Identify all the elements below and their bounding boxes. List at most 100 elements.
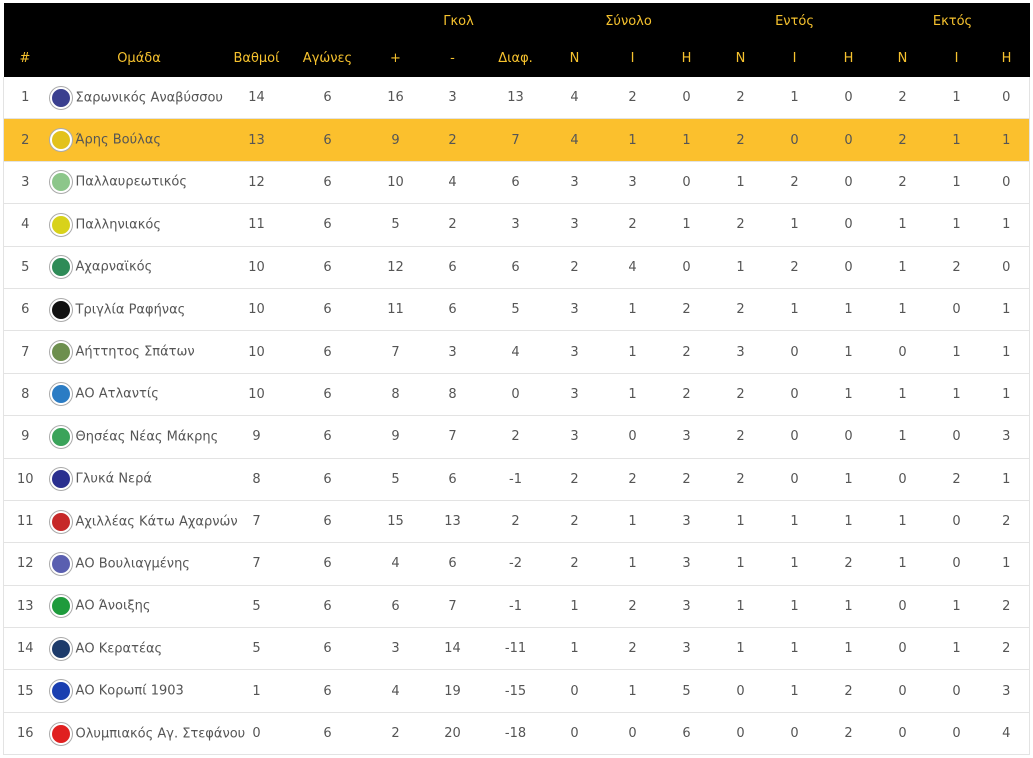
team-cell[interactable]: Άρης Βούλας	[46, 118, 232, 162]
table-row[interactable]: 14 ΑΟ Κερατέας 5 6 3 14 -11 1 2 3 1 1 1 0 1 2	[3, 627, 1031, 671]
position-cell: 16	[3, 712, 47, 756]
home-draws-cell: 1	[767, 669, 822, 713]
team-name[interactable]: ΑΟ Κορωπί 1903	[75, 683, 184, 699]
column-header-away-wins[interactable]: Ν	[875, 40, 930, 77]
team-cell[interactable]: Παλλαυρεωτικός	[46, 161, 232, 205]
column-header-played[interactable]: Αγώνες	[281, 40, 374, 77]
home-losses-cell: 1	[821, 330, 876, 374]
table-row[interactable]: 2 Άρης Βούλας 13 6 9 2 7 4 1 1 2 0 0 2 1 1	[3, 118, 1031, 162]
column-header-home-wins[interactable]: Ν	[713, 40, 768, 77]
table-row[interactable]: 12 ΑΟ Βουλιαγμένης 7 6 4 6 -2 2 1 3 1 1 2 1 0 1	[3, 542, 1031, 586]
total-draws-cell: 1	[605, 288, 660, 332]
table-row[interactable]: 8 ΑΟ Ατλαντίς 10 6 8 8 0 3 1 2 2 0 1 1 1 1	[3, 373, 1031, 417]
team-cell[interactable]: Γλυκά Νερά	[46, 458, 232, 501]
table-row[interactable]: 1 Σαρωνικός Αναβύσσου 14 6 16 3 13 4 2 0 2 1 0 2 1 0	[3, 77, 1031, 120]
team-name[interactable]: Σαρωνικός Αναβύσσου	[75, 90, 223, 106]
team-cell[interactable]: ΑΟ Ατλαντίς	[46, 373, 232, 417]
away-wins-cell: 0	[875, 330, 930, 374]
column-header-points[interactable]: Βαθμοί	[231, 40, 282, 77]
goal-diff-cell: 0	[487, 373, 544, 417]
column-header-team[interactable]: Ομάδα	[46, 40, 232, 77]
position-cell: 3	[3, 161, 47, 205]
team-cell[interactable]: Θησέας Νέας Μάκρης	[46, 415, 232, 459]
home-wins-cell: 2	[713, 288, 768, 332]
team-cell[interactable]: ΑΟ Άνοιξης	[46, 585, 232, 629]
team-cell[interactable]: Παλληνιακός	[46, 203, 232, 247]
team-name[interactable]: Αχαρναϊκός	[75, 259, 153, 275]
away-draws-cell: 1	[929, 627, 984, 671]
table-row[interactable]: 4 Παλληνιακός 11 6 5 2 3 3 2 1 2 1 0 1 1 1	[3, 203, 1031, 247]
team-cell[interactable]: Αχαρναϊκός	[46, 246, 232, 289]
total-losses-cell: 1	[659, 203, 714, 247]
away-draws-cell: 1	[929, 330, 984, 374]
team-name[interactable]: Αχιλλέας Κάτω Αχαρνών	[75, 514, 238, 530]
away-draws-cell: 1	[929, 118, 984, 162]
team-name[interactable]: ΑΟ Άνοιξης	[75, 598, 151, 614]
away-wins-cell: 1	[875, 542, 930, 586]
column-header-home-losses[interactable]: Η	[821, 40, 876, 77]
home-wins-cell: 1	[713, 542, 768, 586]
column-header-total-wins[interactable]: Ν	[543, 40, 606, 77]
goals-for-cell: 6	[373, 585, 418, 629]
goals-for-cell: 9	[373, 415, 418, 459]
column-header-total-losses[interactable]: Η	[659, 40, 714, 77]
column-header-goal-diff[interactable]: Διαφ.	[487, 40, 544, 77]
table-row[interactable]: 5 Αχαρναϊκός 10 6 12 6 6 2 4 0 1 2 0 1 2 0	[3, 246, 1031, 289]
column-header-away-draws[interactable]: Ι	[929, 40, 984, 77]
column-header-home-draws[interactable]: Ι	[767, 40, 822, 77]
column-header-total-draws[interactable]: Ι	[605, 40, 660, 77]
table-row[interactable]: 3 Παλλαυρεωτικός 12 6 10 4 6 3 3 0 1 2 0 2 1 0	[3, 161, 1031, 205]
team-name[interactable]: ΑΟ Κερατέας	[75, 641, 163, 657]
team-name[interactable]: Άρης Βούλας	[75, 132, 162, 148]
team-name[interactable]: Αήττητος Σπάτων	[75, 344, 195, 360]
table-row[interactable]: 9 Θησέας Νέας Μάκρης 9 6 9 7 2 3 0 3 2 0 0 1 0 3	[3, 415, 1031, 459]
team-name[interactable]: Ολυμπιακός Αγ. Στεφάνου	[75, 726, 246, 742]
table-row[interactable]: 13 ΑΟ Άνοιξης 5 6 6 7 -1 1 2 3 1 1 1 0 1 2	[3, 585, 1031, 629]
table-row[interactable]: 10 Γλυκά Νερά 8 6 5 6 -1 2 2 2 2 0 1 0 2 1	[3, 458, 1031, 501]
column-header-position[interactable]: #	[3, 40, 47, 77]
played-cell: 6	[281, 288, 374, 332]
points-cell: 5	[231, 585, 282, 629]
total-draws-cell: 1	[605, 373, 660, 417]
played-cell: 6	[281, 246, 374, 289]
column-header-away-losses[interactable]: Η	[983, 40, 1030, 77]
team-logo-icon	[49, 341, 72, 364]
table-row[interactable]: 7 Αήττητος Σπάτων 10 6 7 3 4 3 1 2 3 0 1 0 1 1	[3, 330, 1031, 374]
team-cell[interactable]: Ολυμπιακός Αγ. Στεφάνου	[46, 712, 245, 756]
team-name[interactable]: Θησέας Νέας Μάκρης	[75, 429, 219, 445]
column-header-goals-for[interactable]: +	[373, 40, 418, 77]
away-wins-cell: 1	[875, 415, 930, 459]
team-cell[interactable]: ΑΟ Κορωπί 1903	[46, 669, 232, 713]
table-row[interactable]: 6 Τριγλία Ραφήνας 10 6 11 6 5 3 1 2 2 1 1 1 0 1	[3, 288, 1031, 332]
team-cell[interactable]: Τριγλία Ραφήνας	[46, 288, 232, 332]
total-wins-cell: 0	[543, 712, 606, 756]
points-cell: 8	[231, 458, 282, 501]
away-wins-cell: 1	[875, 246, 930, 289]
team-name[interactable]: ΑΟ Βουλιαγμένης	[75, 556, 190, 572]
goals-for-cell: 8	[373, 373, 418, 417]
total-wins-cell: 3	[543, 203, 606, 247]
team-cell[interactable]: ΑΟ Κερατέας	[46, 627, 232, 671]
points-cell: 10	[231, 246, 282, 289]
table-row[interactable]: 15 ΑΟ Κορωπί 1903 1 6 4 19 -15 0 1 5 0 1 2 0 0 3	[3, 669, 1031, 713]
standings-table: Γκολ Σύνολο Εντός Εκτός # Ομάδα Βαθμοί Αγών…	[3, 3, 1031, 756]
away-losses-cell: 1	[983, 373, 1031, 417]
away-losses-cell: 2	[983, 585, 1031, 629]
table-row[interactable]: 16 Ολυμπιακός Αγ. Στεφάνου 0 6 2 20 -18 0 0 6 0 0 2 0…	[3, 712, 1031, 756]
team-name[interactable]: Παλληνιακός	[75, 217, 161, 233]
team-cell[interactable]: Σαρωνικός Αναβύσσου	[46, 77, 232, 120]
away-losses-cell: 1	[983, 118, 1031, 162]
table-row[interactable]: 11 Αχιλλέας Κάτω Αχαρνών 7 6 15 13 2 2 1 3 1 1 1 1 0 2	[3, 500, 1031, 544]
team-name[interactable]: Γλυκά Νερά	[75, 471, 152, 487]
team-name[interactable]: Τριγλία Ραφήνας	[75, 302, 186, 318]
total-wins-cell: 3	[543, 330, 606, 374]
away-draws-cell: 2	[929, 458, 984, 501]
team-cell[interactable]: Αχιλλέας Κάτω Αχαρνών	[46, 500, 238, 544]
team-name[interactable]: ΑΟ Ατλαντίς	[75, 386, 159, 402]
team-name[interactable]: Παλλαυρεωτικός	[75, 174, 187, 190]
home-draws-cell: 2	[767, 246, 822, 289]
team-cell[interactable]: Αήττητος Σπάτων	[46, 330, 232, 374]
team-cell[interactable]: ΑΟ Βουλιαγμένης	[46, 542, 232, 586]
away-wins-cell: 0	[875, 669, 930, 713]
column-header-goals-against[interactable]: -	[417, 40, 488, 77]
